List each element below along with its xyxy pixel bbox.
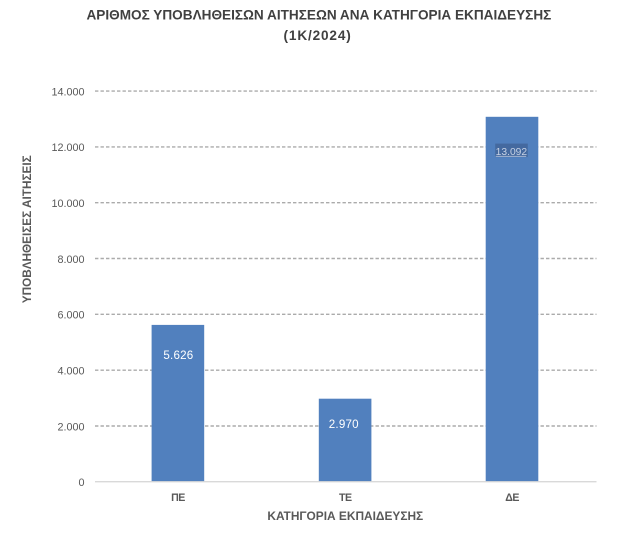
svg-text:ΔΕ: ΔΕ xyxy=(505,492,519,504)
svg-text:8.000: 8.000 xyxy=(57,254,84,266)
svg-text:ΑΡΙΘΜΟΣ ΥΠΟΒΛΗΘΕΙΣΩΝ ΑΙΤΗΣΕΩΝ: ΑΡΙΘΜΟΣ ΥΠΟΒΛΗΘΕΙΣΩΝ ΑΙΤΗΣΕΩΝ ΑΝΑ ΚΑΤΗΓΟ… xyxy=(86,8,551,23)
svg-text:14.000: 14.000 xyxy=(51,86,84,98)
svg-text:0: 0 xyxy=(78,477,84,489)
svg-text:2.970: 2.970 xyxy=(329,418,359,431)
svg-text:ΥΠΟΒΛΗΘΕΙΣΕΣ ΑΙΤΗΣΕΙΣ: ΥΠΟΒΛΗΘΕΙΣΕΣ ΑΙΤΗΣΕΙΣ xyxy=(21,155,34,303)
svg-text:2.000: 2.000 xyxy=(57,421,84,433)
svg-text:12.000: 12.000 xyxy=(51,142,84,154)
svg-text:5.626: 5.626 xyxy=(163,349,193,362)
svg-text:4.000: 4.000 xyxy=(57,366,84,378)
svg-text:ΠΕ: ΠΕ xyxy=(171,492,185,504)
svg-text:ΚΑΤΗΓΟΡΙΑ ΕΚΠΑΙΔΕΥΣΗΣ: ΚΑΤΗΓΟΡΙΑ ΕΚΠΑΙΔΕΥΣΗΣ xyxy=(267,509,423,523)
svg-text:10.000: 10.000 xyxy=(51,198,84,210)
svg-text:(1Κ/2024): (1Κ/2024) xyxy=(284,28,352,43)
svg-text:6.000: 6.000 xyxy=(57,310,84,322)
svg-text:ΤΕ: ΤΕ xyxy=(339,492,352,504)
svg-text:13.092: 13.092 xyxy=(496,147,528,158)
